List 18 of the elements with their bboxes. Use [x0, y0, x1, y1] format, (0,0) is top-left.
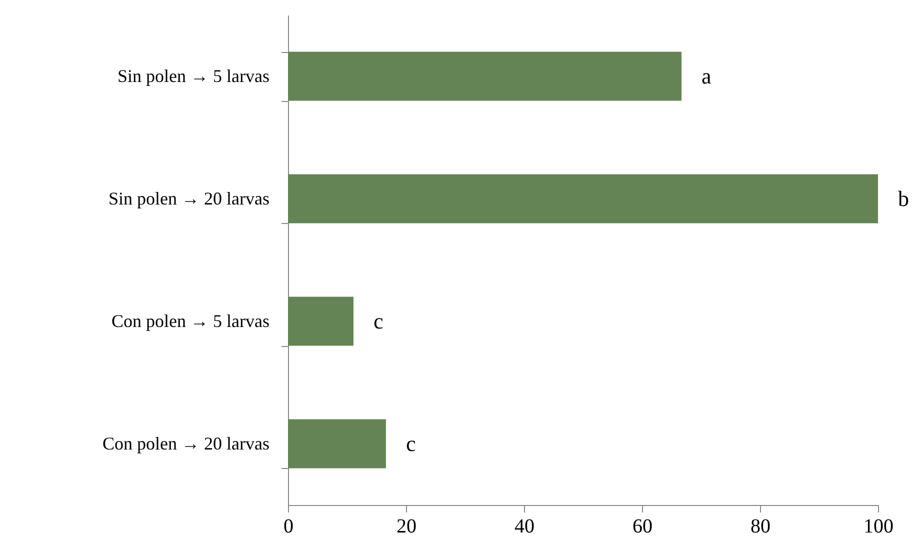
- x-tick-label: 60: [632, 516, 652, 538]
- bar: [288, 174, 878, 224]
- annotation: c: [406, 430, 416, 456]
- bar: [288, 296, 354, 346]
- annotation: a: [702, 63, 712, 88]
- x-tick-label: 100: [864, 516, 894, 538]
- x-tick-label: 0: [284, 516, 294, 538]
- x-tick-label: 80: [750, 516, 770, 538]
- x-tick-label: 20: [396, 516, 416, 538]
- x-tick-label: 40: [514, 516, 534, 538]
- y-tick-label: Sin polen → 20 larvas: [108, 188, 270, 208]
- y-tick-label: Con polen → 20 larvas: [102, 433, 270, 454]
- annotation: c: [373, 308, 384, 334]
- bar: [288, 52, 682, 101]
- bar: [288, 419, 386, 468]
- y-tick-label: Sin polen → 5 larvas: [118, 66, 270, 86]
- y-tick-label: Con polen → 5 larvas: [112, 310, 270, 331]
- annotation: b: [898, 186, 909, 211]
